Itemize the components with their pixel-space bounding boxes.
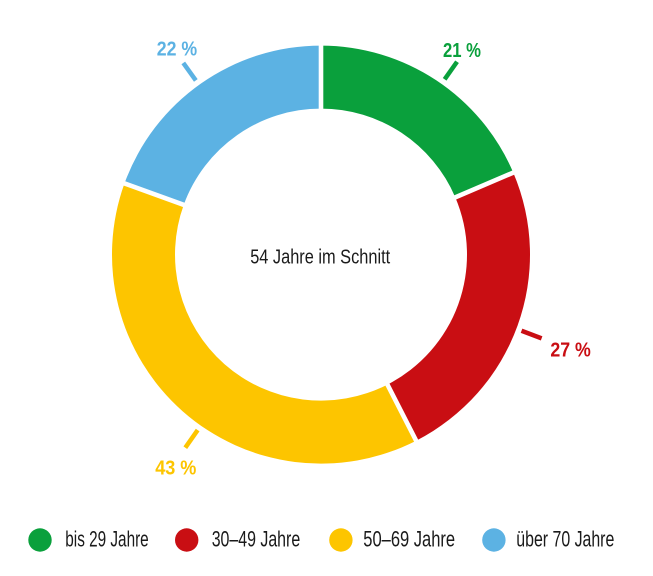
svg-text:21 %: 21 % [443,40,481,62]
svg-text:27 %: 27 % [550,340,591,362]
svg-text:30–49 Jahre: 30–49 Jahre [212,527,301,552]
svg-text:50–69 Jahre: 50–69 Jahre [363,527,455,552]
svg-text:22 %: 22 % [157,39,198,61]
svg-text:54 Jahre im Schnitt: 54 Jahre im Schnitt [250,247,390,269]
svg-text:43 %: 43 % [155,457,196,479]
svg-text:über 70 Jahre: über 70 Jahre [516,527,614,552]
svg-text:bis 29 Jahre: bis 29 Jahre [65,527,148,552]
